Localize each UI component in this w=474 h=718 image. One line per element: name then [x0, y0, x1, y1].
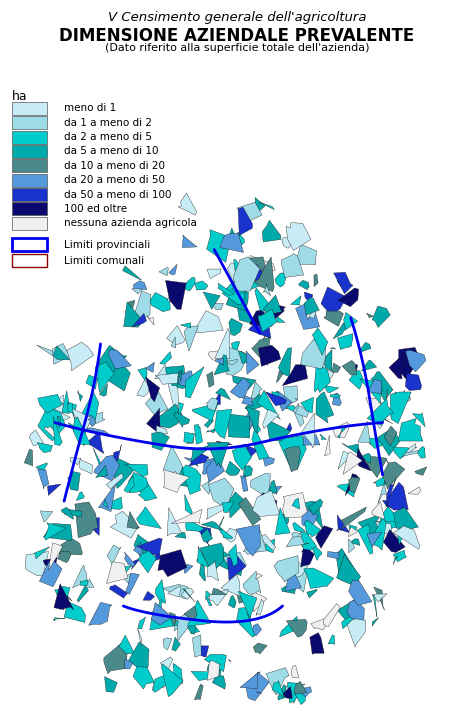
Text: (Dato riferito alla superficie totale dell'azienda): (Dato riferito alla superficie totale de…: [105, 43, 369, 53]
Text: ha: ha: [12, 90, 27, 103]
Text: Limiti comunali: Limiti comunali: [64, 256, 144, 266]
Text: da 2 a meno di 5: da 2 a meno di 5: [64, 132, 152, 142]
Text: da 5 a meno di 10: da 5 a meno di 10: [64, 146, 158, 157]
Text: Limiti provinciali: Limiti provinciali: [64, 240, 150, 250]
Text: da 20 a meno di 50: da 20 a meno di 50: [64, 175, 165, 185]
Text: V Censimento generale dell'agricoltura: V Censimento generale dell'agricoltura: [108, 11, 366, 24]
Text: da 1 a meno di 2: da 1 a meno di 2: [64, 118, 152, 128]
Text: DIMENSIONE AZIENDALE PREVALENTE: DIMENSIONE AZIENDALE PREVALENTE: [59, 27, 415, 45]
Text: da 10 a meno di 20: da 10 a meno di 20: [64, 161, 165, 171]
Text: meno di 1: meno di 1: [64, 103, 116, 113]
Text: da 50 a meno di 100: da 50 a meno di 100: [64, 190, 172, 200]
Text: 100 ed oltre: 100 ed oltre: [64, 204, 127, 214]
Text: nessuna azienda agricola: nessuna azienda agricola: [64, 218, 197, 228]
